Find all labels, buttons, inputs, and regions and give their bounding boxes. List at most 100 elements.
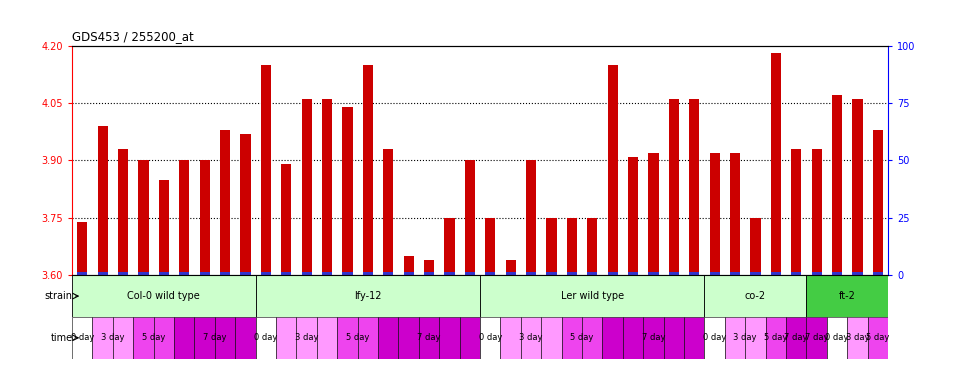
Text: 7 day: 7 day xyxy=(418,333,441,342)
Bar xyxy=(771,53,780,275)
Bar xyxy=(771,272,780,275)
Bar xyxy=(705,275,806,317)
Bar xyxy=(403,256,414,275)
Bar xyxy=(255,275,480,317)
Bar xyxy=(786,317,806,359)
Bar xyxy=(118,272,128,275)
Bar xyxy=(648,153,659,275)
Text: 5 day: 5 day xyxy=(570,333,593,342)
Bar xyxy=(852,272,862,275)
Bar xyxy=(195,317,215,359)
Bar xyxy=(725,317,745,359)
Text: 7 day: 7 day xyxy=(204,333,227,342)
Bar xyxy=(669,99,679,275)
Bar xyxy=(440,317,460,359)
Bar xyxy=(240,134,251,275)
Text: co-2: co-2 xyxy=(745,291,766,301)
Bar xyxy=(709,272,720,275)
Text: GDS453 / 255200_at: GDS453 / 255200_at xyxy=(72,30,194,43)
Bar xyxy=(378,317,398,359)
Bar xyxy=(398,317,419,359)
Bar xyxy=(337,317,357,359)
Bar xyxy=(383,149,394,275)
Bar xyxy=(648,272,659,275)
Bar xyxy=(806,275,888,317)
Text: 7 day: 7 day xyxy=(804,333,828,342)
Bar xyxy=(526,272,536,275)
Bar xyxy=(465,161,475,275)
Bar xyxy=(77,222,87,275)
Bar xyxy=(873,272,883,275)
Bar xyxy=(689,272,699,275)
Bar xyxy=(200,161,209,275)
Bar xyxy=(77,272,87,275)
Text: Ler wild type: Ler wild type xyxy=(561,291,624,301)
Bar xyxy=(158,180,169,275)
Text: 3 day: 3 day xyxy=(295,333,319,342)
Bar xyxy=(608,272,617,275)
Text: 5 day: 5 day xyxy=(866,333,890,342)
Bar xyxy=(852,99,862,275)
Bar xyxy=(485,218,495,275)
Bar xyxy=(684,317,705,359)
Bar xyxy=(98,126,108,275)
Bar xyxy=(281,272,291,275)
Bar xyxy=(276,317,297,359)
Text: 5 day: 5 day xyxy=(346,333,370,342)
Bar xyxy=(643,317,663,359)
Bar xyxy=(215,317,235,359)
Bar xyxy=(301,272,312,275)
Bar xyxy=(623,317,643,359)
Text: 0 day: 0 day xyxy=(478,333,502,342)
Bar xyxy=(180,161,189,275)
Bar xyxy=(357,317,378,359)
Bar xyxy=(419,317,439,359)
Bar xyxy=(873,130,883,275)
Bar xyxy=(506,260,516,275)
Bar xyxy=(118,149,128,275)
Bar xyxy=(766,317,786,359)
Bar xyxy=(832,272,842,275)
Bar xyxy=(322,272,332,275)
Bar xyxy=(751,218,760,275)
Bar xyxy=(541,317,562,359)
Bar xyxy=(424,260,434,275)
Text: 7 day: 7 day xyxy=(784,333,808,342)
Bar xyxy=(480,317,500,359)
Bar xyxy=(588,218,597,275)
Bar xyxy=(72,317,92,359)
Bar xyxy=(301,99,312,275)
Bar xyxy=(526,161,536,275)
Bar xyxy=(444,218,454,275)
Bar xyxy=(297,317,317,359)
Bar xyxy=(811,272,822,275)
Bar xyxy=(709,153,720,275)
Text: time: time xyxy=(50,333,72,343)
Bar xyxy=(827,317,848,359)
Bar xyxy=(424,272,434,275)
Bar xyxy=(174,317,194,359)
Bar xyxy=(180,272,189,275)
Bar xyxy=(663,317,684,359)
Bar xyxy=(848,317,868,359)
Bar xyxy=(705,317,725,359)
Bar xyxy=(363,65,372,275)
Bar xyxy=(689,99,699,275)
Bar xyxy=(158,272,169,275)
Bar xyxy=(240,272,251,275)
Bar xyxy=(261,65,271,275)
Bar xyxy=(138,272,149,275)
Text: Col-0 wild type: Col-0 wild type xyxy=(128,291,201,301)
Bar xyxy=(343,272,352,275)
Bar xyxy=(521,317,541,359)
Bar xyxy=(113,317,133,359)
Bar xyxy=(791,149,802,275)
Bar xyxy=(500,317,521,359)
Bar xyxy=(582,317,603,359)
Bar xyxy=(460,317,480,359)
Bar xyxy=(730,272,740,275)
Bar xyxy=(261,272,271,275)
Bar xyxy=(235,317,255,359)
Bar xyxy=(92,317,113,359)
Bar xyxy=(562,317,582,359)
